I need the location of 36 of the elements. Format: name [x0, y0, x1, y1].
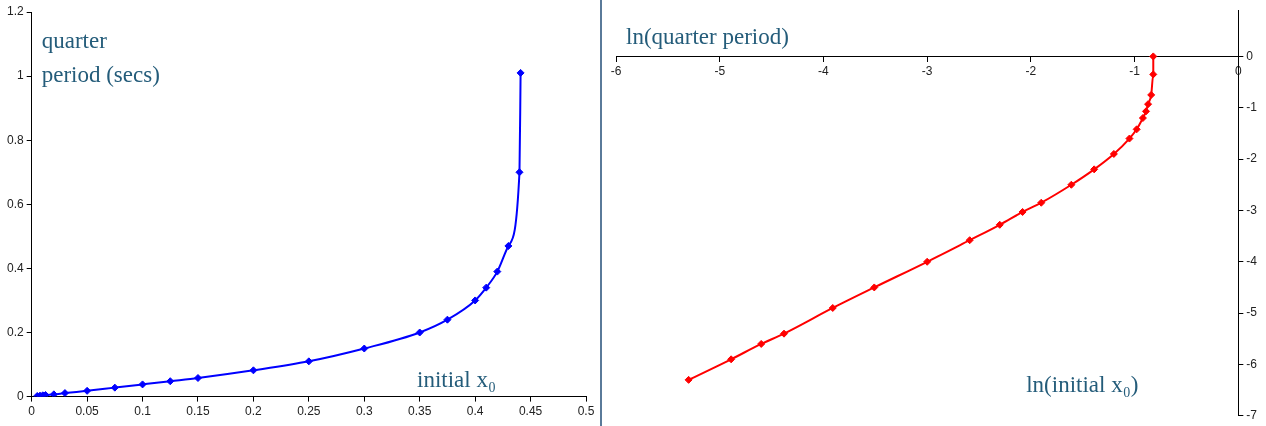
y-tick-label: 0 [16, 388, 24, 403]
x-tick-label: -3 [921, 63, 933, 78]
y-axis-title: quarter period (secs) [41, 27, 160, 87]
y-tick-label: -3 [1246, 202, 1258, 217]
x-tick-label: 0.5 [577, 404, 595, 419]
x-tick-label: 0.1 [134, 404, 152, 419]
x-tick-label: -4 [818, 63, 830, 78]
x-tick-label: 0.05 [75, 404, 100, 419]
x-tick-label: -6 [610, 63, 622, 78]
y-axis-title: ln(quarter period) [626, 23, 789, 49]
y-tick-label: -4 [1246, 254, 1258, 269]
y-tick-label: 0.8 [6, 132, 24, 147]
y-tick-label: -1 [1246, 100, 1258, 115]
x-tick-label: 0 [28, 404, 36, 419]
x-axis-title: initial x₀ [417, 367, 496, 393]
x-tick-label: 0.4 [466, 404, 484, 419]
x-axis-title: ln(initial x₀) [1026, 372, 1139, 398]
y-tick-label: 0.2 [6, 324, 24, 339]
x-tick-label: 0.25 [297, 404, 321, 419]
x-tick-label: 0.3 [355, 404, 373, 419]
y-tick-label: -7 [1246, 408, 1258, 423]
x-tick-label: 0.15 [186, 404, 210, 419]
x-tick-label: -2 [1025, 63, 1037, 78]
y-tick-label: 1.2 [6, 4, 24, 19]
x-tick-label: 0.45 [518, 404, 543, 419]
y-tick-label: 0.4 [6, 260, 24, 275]
y-tick-label: 0 [1246, 48, 1254, 63]
y-tick-label: 0.6 [6, 196, 24, 211]
y-tick-label: -6 [1246, 356, 1258, 371]
y-tick-label: 1 [16, 68, 24, 83]
x-tick-label: -1 [1129, 63, 1141, 78]
y-tick-label: -2 [1246, 151, 1258, 166]
x-tick-label: -5 [714, 63, 726, 78]
x-tick-label: 0.35 [408, 404, 432, 419]
y-tick-label: -5 [1246, 305, 1258, 320]
x-tick-label: 0.2 [245, 404, 263, 419]
